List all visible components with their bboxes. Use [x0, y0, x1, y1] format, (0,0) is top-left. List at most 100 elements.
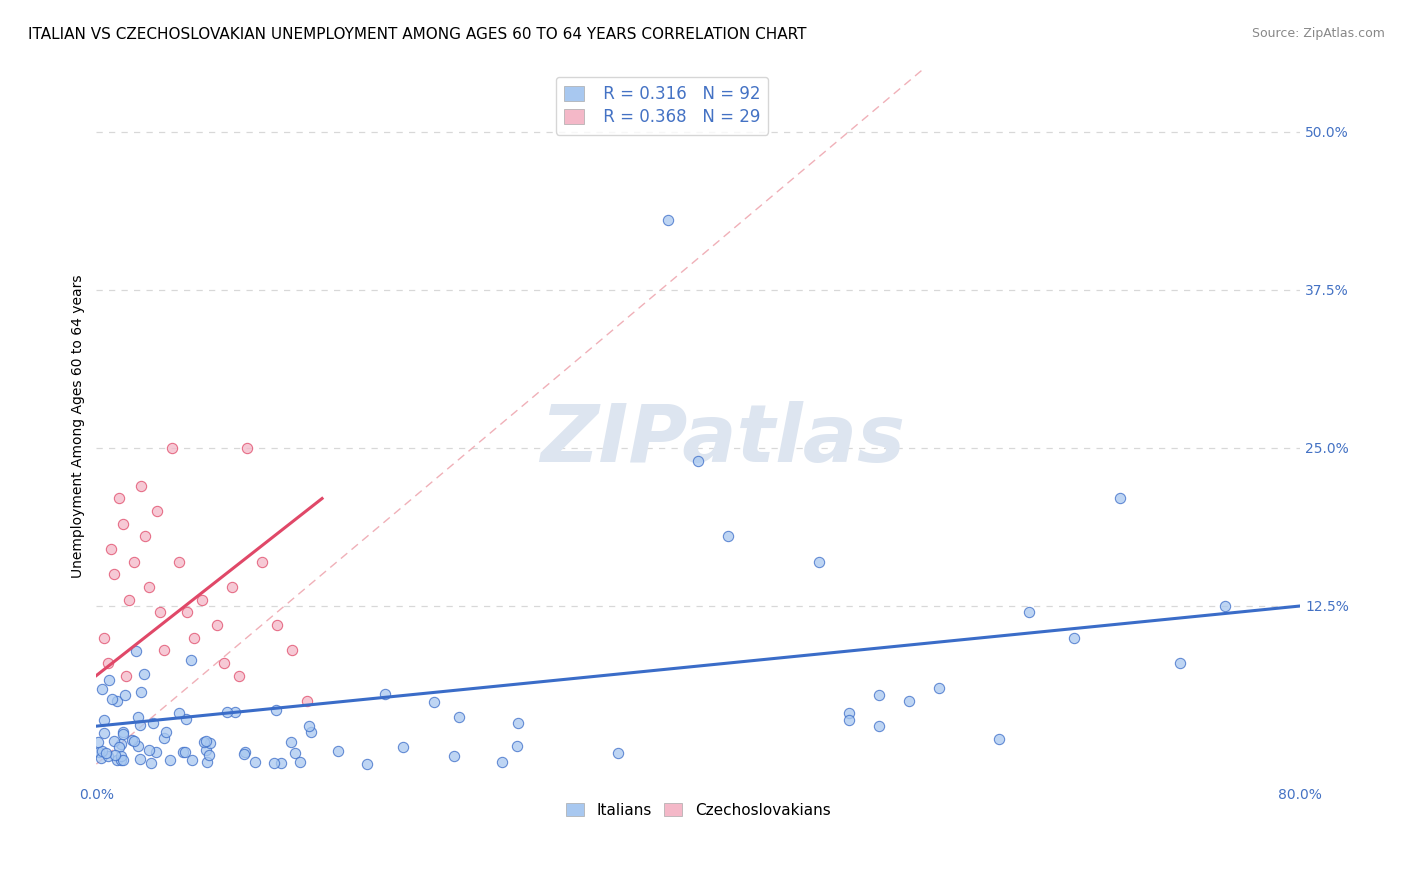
Point [93, 631, 115, 645]
Point [129, 717, 152, 731]
Point [134, 529, 156, 543]
Point [108, 740, 131, 755]
Point [1168, 656, 1191, 670]
Point [897, 694, 920, 708]
Point [288, 756, 311, 770]
Point [447, 710, 470, 724]
Point [96, 749, 118, 764]
Text: ITALIAN VS CZECHOSLOVAKIAN UNEMPLOYMENT AMONG AGES 60 TO 64 YEARS CORRELATION CH: ITALIAN VS CZECHOSLOVAKIAN UNEMPLOYMENT … [28, 27, 807, 42]
Point [173, 745, 195, 759]
Point [148, 605, 170, 619]
Point [108, 491, 131, 506]
Point [281, 643, 304, 657]
Point [176, 605, 198, 619]
Point [284, 746, 307, 760]
Point [807, 555, 830, 569]
Point [491, 755, 513, 769]
Point [1108, 491, 1130, 506]
Point [103, 567, 125, 582]
Point [105, 694, 128, 708]
Point [167, 706, 190, 720]
Point [217, 705, 239, 719]
Point [295, 694, 318, 708]
Point [100, 542, 122, 557]
Point [145, 504, 167, 518]
Point [263, 756, 285, 770]
Point [122, 555, 145, 569]
Point [838, 706, 860, 721]
Point [112, 725, 135, 739]
Point [180, 653, 202, 667]
Point [90, 750, 112, 764]
Point [243, 755, 266, 769]
Point [121, 732, 143, 747]
Point [125, 644, 148, 658]
Point [97, 673, 120, 687]
Point [374, 687, 396, 701]
Point [153, 731, 176, 745]
Point [193, 734, 215, 748]
Point [132, 666, 155, 681]
Point [167, 555, 190, 569]
Point [506, 715, 529, 730]
Point [90, 744, 112, 758]
Point [270, 756, 292, 770]
Point [111, 753, 134, 767]
Point [1063, 631, 1085, 645]
Point [101, 692, 124, 706]
Point [110, 753, 132, 767]
Point [233, 745, 256, 759]
Point [127, 739, 149, 754]
Point [93, 726, 115, 740]
Point [155, 725, 177, 739]
Point [506, 739, 529, 754]
Point [127, 710, 149, 724]
Point [138, 580, 160, 594]
Point [190, 592, 212, 607]
Point [141, 756, 163, 771]
Point [205, 618, 228, 632]
Point [87, 735, 110, 749]
Point [114, 688, 136, 702]
Point [392, 739, 415, 754]
Point [97, 656, 120, 670]
Legend: Italians, Czechoslovakians: Italians, Czechoslovakians [558, 795, 838, 825]
Point [153, 643, 176, 657]
Point [423, 695, 446, 709]
Point [195, 734, 218, 748]
Point [266, 618, 288, 632]
Y-axis label: Unemployment Among Ages 60 to 64 years: Unemployment Among Ages 60 to 64 years [72, 274, 86, 577]
Text: Source: ZipAtlas.com: Source: ZipAtlas.com [1251, 27, 1385, 40]
Point [195, 743, 218, 757]
Point [200, 735, 222, 749]
Point [928, 681, 950, 696]
Point [868, 688, 890, 702]
Point [142, 715, 165, 730]
Point [110, 737, 132, 751]
Point [129, 751, 152, 765]
Point [298, 719, 321, 733]
Point [221, 580, 243, 594]
Point [1018, 605, 1040, 619]
Point [118, 592, 141, 607]
Point [607, 747, 630, 761]
Point [328, 744, 350, 758]
Point [233, 747, 256, 761]
Point [174, 712, 197, 726]
Point [195, 755, 218, 769]
Point [131, 479, 153, 493]
Point [299, 725, 322, 739]
Point [688, 453, 710, 467]
Point [224, 705, 246, 719]
Point [159, 754, 181, 768]
Point [212, 656, 235, 670]
Point [160, 441, 183, 455]
Point [138, 743, 160, 757]
Point [93, 713, 115, 727]
Point [198, 747, 221, 762]
Point [250, 555, 273, 569]
Point [105, 753, 128, 767]
Point [131, 685, 153, 699]
Point [180, 753, 202, 767]
Point [657, 213, 679, 227]
